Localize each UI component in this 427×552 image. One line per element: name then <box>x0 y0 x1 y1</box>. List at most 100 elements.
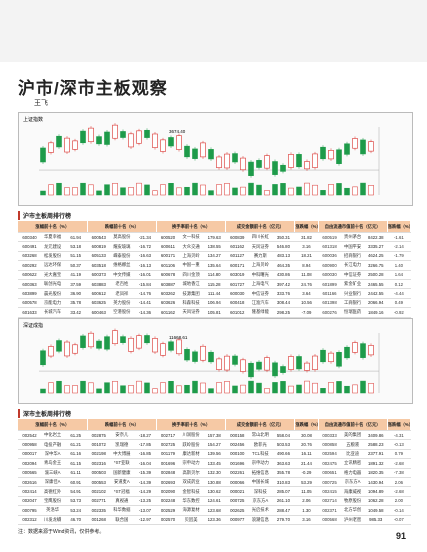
table-cell: 长江电力 <box>341 260 365 271</box>
table-cell: 2588.23 <box>364 439 388 450</box>
table-cell: 京东方A <box>248 496 272 507</box>
volume-bar <box>112 182 118 196</box>
table-cell: 600612 <box>87 288 111 299</box>
candle-body <box>144 129 150 138</box>
table-cell: 1094.89 <box>364 486 388 497</box>
volume-bar <box>40 388 46 394</box>
table-cell: 601166 <box>318 288 342 299</box>
candle-body <box>328 352 334 363</box>
table-cell: 601318 <box>318 241 342 252</box>
table-cell: 002415 <box>318 486 342 497</box>
table-cell: 高德红外 <box>41 486 65 497</box>
table-cell: 53.18 <box>64 241 88 252</box>
candle-body <box>120 336 126 343</box>
volume-bar <box>280 381 286 394</box>
table-cell: 中文传媒 <box>110 270 134 280</box>
table-cell: 600519 <box>318 232 342 243</box>
table-cell: -7.09 <box>294 307 319 318</box>
table-cell: 600171 <box>156 251 180 262</box>
column-header: 成交金额前十名（亿元） <box>225 419 296 431</box>
table-cell: 002875 <box>87 430 111 441</box>
table-cell: *ST亚联 <box>110 458 134 469</box>
table-cell: 川发龙蟒 <box>41 515 65 525</box>
table-row: 000958 电投产融 61.21 001072 凯瑞德 -17.85 002725 跃岭股份… <box>18 439 411 450</box>
table-cell: 363.63 <box>271 458 295 469</box>
candle-body <box>160 343 166 356</box>
volume-bar <box>312 382 318 394</box>
volume-bar <box>272 184 278 196</box>
volume-bar <box>64 187 70 196</box>
volume-bar <box>224 183 230 196</box>
candle-body <box>248 362 254 378</box>
candle-body <box>112 124 118 139</box>
table-cell: 深康佳A <box>41 477 65 488</box>
volume-bar <box>304 380 310 394</box>
candle-body <box>360 139 366 155</box>
table-cell: 招商银行 <box>341 251 365 262</box>
volume-bar <box>264 388 270 394</box>
table-cell: 18.21 <box>294 251 319 262</box>
volume-bar <box>312 184 318 196</box>
table-cell: 贝因美 <box>179 515 203 525</box>
table-cell: 601899 <box>318 279 342 290</box>
volume-bar <box>360 182 366 196</box>
volume-bar <box>160 382 166 394</box>
table-cell: 130.62 <box>202 486 226 497</box>
table-cell: 31.82 <box>294 232 319 243</box>
table-cell: 国新健康 <box>110 468 134 478</box>
table-cell: 985.33 <box>364 515 388 525</box>
page-title: 沪市/深市主板观察 <box>18 79 168 98</box>
table-cell: 002725 <box>156 439 180 450</box>
table-cell: 288.47 <box>271 505 295 516</box>
table-cell: 000158 <box>225 430 249 441</box>
table-cell: 松发股份 <box>41 251 65 262</box>
table-row: 002094 青岛金王 61.15 002316 *ST亚联 -16.04 001696 宗申… <box>18 458 411 469</box>
candle-body <box>296 154 302 168</box>
table-cell: 600363 <box>18 279 42 290</box>
table-cell: 浪潮信息 <box>248 515 272 525</box>
table-cell: 61.11 <box>64 468 88 478</box>
candle-body <box>104 336 110 350</box>
table-cell: 四川金顶 <box>179 270 203 280</box>
table-cell: 1430.94 <box>364 477 388 488</box>
table-cell: 空港股份 <box>110 307 134 318</box>
table-cell: 600543 <box>87 232 111 243</box>
table-cell: 上海贝岭 <box>248 260 272 271</box>
table-cell: 000651 <box>318 468 342 478</box>
table-cell: 上海贝岭 <box>179 251 203 262</box>
table-cell: -4.44 <box>387 288 411 299</box>
column-header: 自由流通市值前十名（亿元） <box>318 419 388 431</box>
table-cell: 1.40 <box>387 260 411 271</box>
table-cell: -4.31 <box>387 430 411 441</box>
table-cell: 兴业银行 <box>341 288 365 299</box>
table-cell: -16.85 <box>133 449 157 460</box>
table-cell: 35.78 <box>64 298 88 309</box>
table-cell: 333.76 <box>271 288 295 299</box>
volume-bar <box>240 384 246 394</box>
table-cell: 龙元建设 <box>41 241 65 252</box>
volume-bar <box>128 187 134 196</box>
volume-bar <box>104 184 110 196</box>
candle-body <box>64 137 70 153</box>
candle-body <box>168 341 174 351</box>
table-cell: 002625 <box>225 505 249 516</box>
table-cell: 111.44 <box>202 288 226 299</box>
table-cell: 490.66 <box>271 449 295 460</box>
volume-bar <box>328 382 334 394</box>
table-cell: 603625 <box>87 298 111 309</box>
column-header: 成交金额前十名（亿元） <box>225 221 296 233</box>
table-row: 002616 深康佳A 60.91 000553 安道麦A -14.39 002693 双成药… <box>18 477 411 488</box>
candle-body <box>344 346 350 359</box>
table-cell: 558.04 <box>271 430 295 441</box>
table-cell: 000958 <box>18 439 42 450</box>
table-row: 600340 华夏幸福 61.94 600543 莫高股份 -21.34 600520 文一科… <box>18 232 411 243</box>
table-cell: 603899 <box>18 288 42 299</box>
candle-body <box>368 141 374 152</box>
table-row: 600622 光大嘉宝 41.19 600373 中文传媒 -16.01 600678 四川金… <box>18 270 411 280</box>
table-cell: 2.06 <box>294 496 319 507</box>
table-cell: 24.76 <box>294 279 319 290</box>
column-header: 涨跌幅（%） <box>294 419 319 431</box>
volume-bar <box>96 388 102 394</box>
table-cell: 高斯贝尔 <box>179 468 203 478</box>
table-cell: -16.13 <box>133 260 157 271</box>
